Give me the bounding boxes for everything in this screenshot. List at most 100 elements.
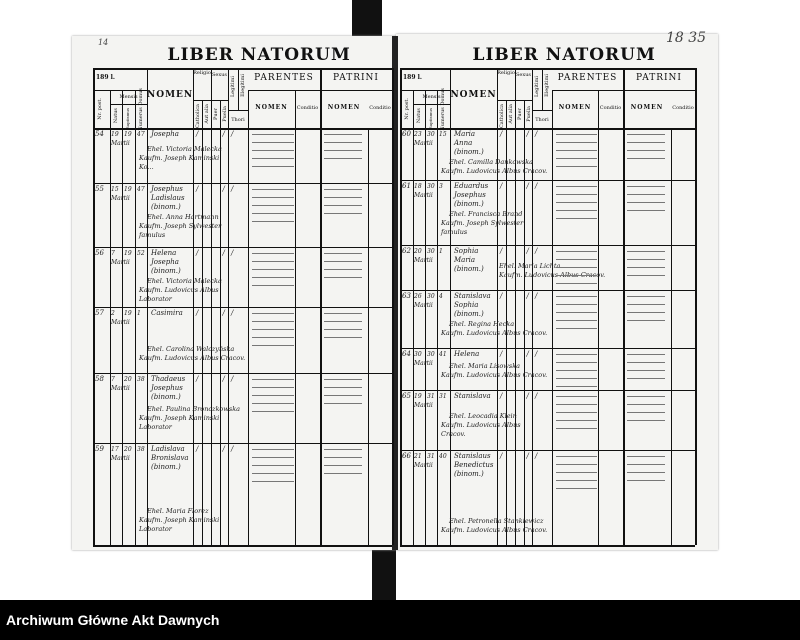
column-rule xyxy=(598,90,599,545)
sexus-label: Sexus xyxy=(516,72,531,78)
parents-entry: Ko... xyxy=(139,163,154,171)
parents-entry: Kaufm. Joseph Kaminski xyxy=(139,516,220,524)
scribble xyxy=(556,150,597,151)
scribble xyxy=(627,312,665,313)
parents-entry: Laborator xyxy=(139,423,172,431)
scribble xyxy=(252,387,294,388)
child-name: Bronislava xyxy=(151,454,189,462)
scribble xyxy=(556,210,597,211)
scribble xyxy=(252,403,294,404)
scribble xyxy=(324,313,362,314)
left-page-number: 14 xyxy=(98,38,109,47)
column-rule xyxy=(506,100,507,545)
scribble xyxy=(556,251,597,252)
scribble xyxy=(556,283,597,284)
sexus-mark: / xyxy=(222,445,225,453)
scribble xyxy=(324,465,362,466)
scribble xyxy=(556,464,597,465)
legitimi-mark: / xyxy=(231,309,234,317)
puer-label: Puer xyxy=(517,108,523,120)
baptism-date: 31 xyxy=(427,393,435,400)
table-bottom-rule xyxy=(400,545,695,547)
column-rule xyxy=(295,90,296,545)
scribble xyxy=(252,449,294,450)
parentes-nomen-header: NOMEN xyxy=(558,104,592,111)
column-rule xyxy=(497,68,498,545)
column-rule xyxy=(368,128,369,545)
scribble xyxy=(324,150,362,151)
scribble xyxy=(252,158,294,159)
birth-date: 26 Martii xyxy=(414,293,433,309)
patrini-conditio-header: Conditio xyxy=(369,105,391,111)
house-number: 3 xyxy=(439,183,443,190)
parents-entry: Ehel. Victoria Malecka xyxy=(147,145,222,153)
header-mid-rule xyxy=(532,110,552,111)
scribble xyxy=(324,142,362,143)
row-rule xyxy=(93,307,392,308)
house-number: 1 xyxy=(137,310,141,317)
sexus-mark: / xyxy=(222,249,225,257)
parentes-nomen-header: NOMEN xyxy=(255,104,288,111)
column-rule xyxy=(202,100,203,545)
column-rule xyxy=(542,68,543,110)
entry-number: 59 xyxy=(95,445,104,453)
column-rule xyxy=(228,68,229,545)
birth-date: 20 Martii xyxy=(414,248,433,264)
header-mid-rule xyxy=(248,90,392,91)
child-name: (binom.) xyxy=(454,470,484,478)
scribble xyxy=(252,213,294,214)
scribble xyxy=(252,481,294,482)
parentes-conditio-header: Conditio xyxy=(599,105,622,111)
baptism-date: 30 xyxy=(427,131,435,138)
scribble xyxy=(324,197,362,198)
scribble xyxy=(556,386,597,387)
religio-mark: / xyxy=(500,182,503,190)
child-name: Helena xyxy=(454,350,480,358)
child-name: Josepha xyxy=(151,258,179,266)
scribble xyxy=(627,480,665,481)
parents-entry: Ehel. Francisca Brand xyxy=(449,210,523,218)
scribble xyxy=(627,420,665,421)
column-rule xyxy=(515,68,516,545)
child-name: Stanislava xyxy=(454,392,491,400)
house-number: 47 xyxy=(137,131,145,138)
scribble xyxy=(324,253,362,254)
scribble xyxy=(627,142,665,143)
column-rule xyxy=(695,68,697,545)
parents-entry: Kaufm. Ludovicus Albus xyxy=(441,421,521,429)
numerus-domus-label: Numerus Domus xyxy=(138,88,144,131)
legitimi-label: Legitimi xyxy=(534,76,540,98)
column-rule xyxy=(425,90,426,545)
parents-entry: Laborator xyxy=(139,295,172,303)
entry-number: 54 xyxy=(95,130,104,138)
thori-label: Thori xyxy=(535,117,549,123)
scribble xyxy=(252,411,294,412)
sexus-mark: / xyxy=(222,185,225,193)
scribble xyxy=(556,259,597,260)
religio-mark: / xyxy=(196,309,199,317)
page-title: LIBER NATORUM xyxy=(472,45,656,65)
year-label: 189 l. xyxy=(403,74,422,81)
scribble xyxy=(627,275,665,276)
header-top-rule xyxy=(400,68,695,70)
baptismus-label: Baptismus xyxy=(125,108,130,130)
puer-label: Puer xyxy=(213,108,219,120)
catholica-label: Catholica xyxy=(499,104,505,129)
parents-entry: Laborator xyxy=(139,525,172,533)
scribble xyxy=(556,472,597,473)
scribble xyxy=(627,354,665,355)
aut-alia-label: Aut alia xyxy=(508,104,514,124)
scribble xyxy=(627,362,665,363)
patrini-header: PATRINI xyxy=(635,73,682,83)
scribble xyxy=(627,202,665,203)
scribble xyxy=(324,261,362,262)
religio-mark: / xyxy=(196,375,199,383)
row-rule xyxy=(400,348,695,349)
scribble xyxy=(627,412,665,413)
scribble xyxy=(556,370,597,371)
child-name: Josepha xyxy=(151,130,179,138)
parents-entry: Ehel. Petronella Stankiewicz xyxy=(449,517,544,525)
scribble xyxy=(556,480,597,481)
scribble xyxy=(252,379,294,380)
left-page xyxy=(72,36,396,550)
